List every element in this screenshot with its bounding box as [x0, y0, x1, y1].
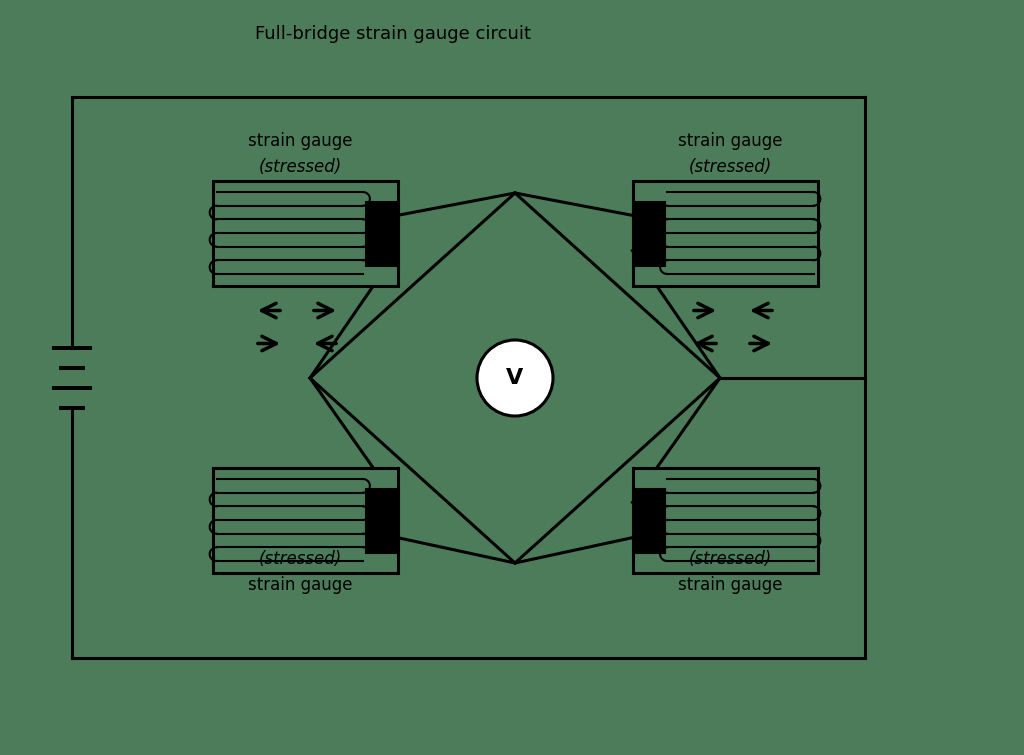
Bar — [366, 202, 397, 264]
Text: strain gauge: strain gauge — [248, 577, 352, 594]
Bar — [213, 180, 397, 285]
Text: strain gauge: strain gauge — [248, 132, 352, 150]
Text: (stressed): (stressed) — [258, 550, 342, 569]
Circle shape — [477, 340, 553, 416]
Polygon shape — [310, 193, 720, 563]
Text: strain gauge: strain gauge — [678, 577, 782, 594]
Bar — [633, 202, 664, 264]
Text: (stressed): (stressed) — [688, 159, 772, 177]
Text: V: V — [507, 368, 523, 388]
Bar — [366, 488, 397, 551]
Text: strain gauge: strain gauge — [678, 132, 782, 150]
Text: Full-bridge strain gauge circuit: Full-bridge strain gauge circuit — [255, 25, 531, 43]
Text: (stressed): (stressed) — [258, 159, 342, 177]
Text: (stressed): (stressed) — [688, 550, 772, 569]
Bar — [633, 180, 817, 285]
Bar — [633, 488, 664, 551]
Bar — [213, 467, 397, 572]
Bar — [633, 467, 817, 572]
